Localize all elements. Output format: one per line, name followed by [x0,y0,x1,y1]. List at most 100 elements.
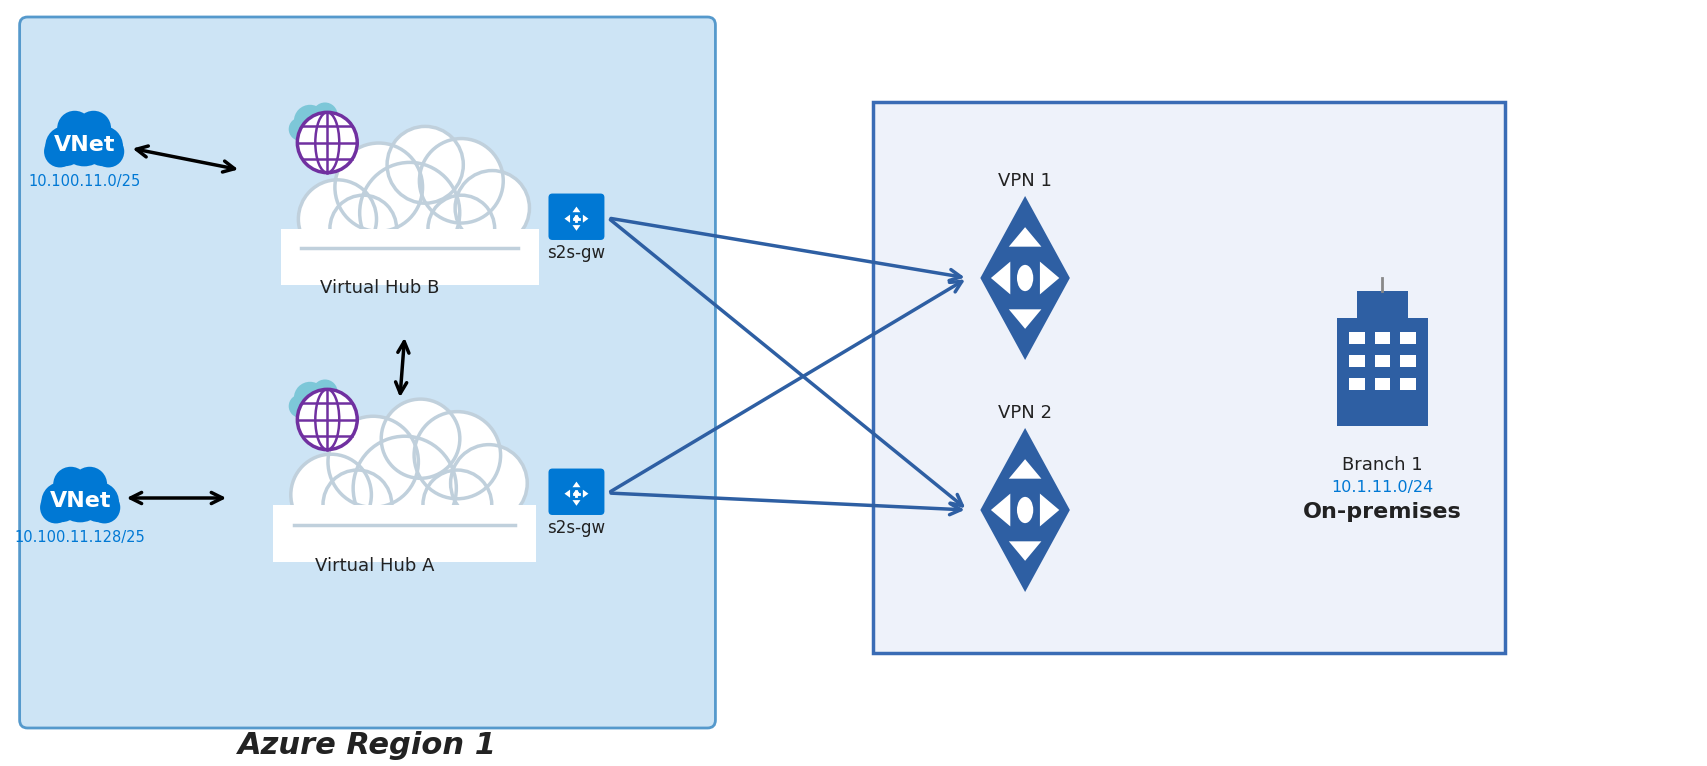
Circle shape [321,117,345,141]
Circle shape [46,126,85,166]
Bar [56,149,113,161]
FancyBboxPatch shape [19,17,715,728]
Text: Virtual Hub A: Virtual Hub A [316,557,435,574]
Bar [1349,378,1364,390]
Circle shape [58,115,109,166]
Circle shape [428,195,495,263]
Text: 10.100.11.0/25: 10.100.11.0/25 [27,174,140,189]
Bar [1400,378,1415,390]
Circle shape [329,195,396,263]
Circle shape [288,117,312,141]
Text: s2s-gw: s2s-gw [546,244,606,262]
Circle shape [328,416,418,507]
Text: VNet: VNet [53,135,114,155]
Circle shape [297,389,357,450]
Text: On-premises: On-premises [1302,502,1461,522]
Circle shape [381,399,459,478]
Circle shape [312,103,338,128]
Circle shape [53,466,89,502]
Circle shape [290,454,370,535]
Circle shape [300,394,331,424]
Text: Azure Region 1: Azure Region 1 [237,731,497,760]
Bar [294,488,516,525]
Bar [1357,291,1407,321]
Text: VPN 2: VPN 2 [997,404,1052,422]
Text: VNet: VNet [50,491,111,511]
Circle shape [312,379,338,405]
Circle shape [288,394,312,417]
Bar [1374,378,1389,390]
Circle shape [294,105,326,137]
Text: Virtual Hub B: Virtual Hub B [319,279,439,297]
FancyBboxPatch shape [548,194,604,240]
Circle shape [44,136,75,168]
Circle shape [302,385,338,420]
Circle shape [72,466,108,502]
Circle shape [574,491,579,496]
Circle shape [294,381,326,414]
Circle shape [323,470,391,539]
Circle shape [56,111,92,146]
Text: Branch 1: Branch 1 [1342,456,1422,474]
Polygon shape [572,500,580,506]
Text: 10.1.11.0/24: 10.1.11.0/24 [1330,480,1432,495]
Circle shape [39,492,72,523]
FancyBboxPatch shape [548,469,604,515]
Bar [51,505,109,517]
Circle shape [77,111,111,146]
Circle shape [41,482,82,522]
Bar [297,128,343,136]
Text: 10.100.11.128/25: 10.100.11.128/25 [15,530,145,545]
Circle shape [451,444,527,522]
Bar [280,229,538,285]
Bar [297,405,343,414]
Polygon shape [990,262,1011,294]
Circle shape [423,470,492,539]
Circle shape [300,116,331,146]
Polygon shape [980,196,1069,360]
Bar [273,505,536,562]
Polygon shape [1009,542,1041,561]
Circle shape [89,492,119,523]
Circle shape [413,411,500,499]
Bar [1374,355,1389,367]
Circle shape [335,143,422,231]
Ellipse shape [1016,497,1033,523]
Circle shape [297,113,357,172]
Circle shape [420,139,504,223]
Circle shape [55,471,106,522]
Text: s2s-gw: s2s-gw [546,519,606,537]
Polygon shape [572,225,580,231]
Circle shape [353,436,456,540]
Polygon shape [1040,262,1058,294]
Polygon shape [1009,309,1041,329]
Circle shape [79,482,119,522]
Circle shape [92,136,125,168]
Circle shape [574,216,579,221]
Bar [1349,355,1364,367]
Text: VPN 1: VPN 1 [997,172,1052,190]
Polygon shape [582,489,589,498]
Bar [1400,332,1415,344]
Circle shape [454,171,529,245]
Bar [1374,332,1389,344]
Polygon shape [582,214,589,223]
Ellipse shape [1016,265,1033,291]
Polygon shape [990,493,1011,526]
Circle shape [360,162,459,264]
Bar [300,213,517,248]
Bar [1349,332,1364,344]
Bar [1337,319,1427,427]
Polygon shape [1040,493,1058,526]
Circle shape [321,394,345,417]
Polygon shape [1009,459,1041,479]
Polygon shape [1009,228,1041,247]
Polygon shape [572,207,580,212]
Bar [1400,355,1415,367]
Circle shape [299,180,376,259]
FancyBboxPatch shape [872,102,1504,653]
Polygon shape [563,214,570,223]
Polygon shape [563,489,570,498]
Polygon shape [572,482,580,487]
Polygon shape [980,428,1069,592]
